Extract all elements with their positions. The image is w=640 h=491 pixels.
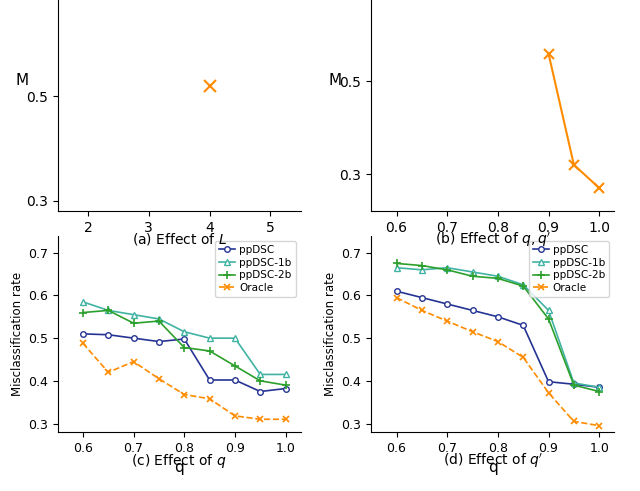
Legend: ppDSC, ppDSC-1b, ppDSC-2b, Oracle: ppDSC, ppDSC-1b, ppDSC-2b, Oracle <box>215 241 296 297</box>
Text: (a) Effect of $L$: (a) Effect of $L$ <box>132 231 227 247</box>
Y-axis label: M: M <box>15 73 28 88</box>
Y-axis label: M: M <box>329 73 342 88</box>
X-axis label: q , q': q , q' <box>474 241 512 255</box>
X-axis label: q: q <box>488 461 498 475</box>
Y-axis label: Misclassification rate: Misclassification rate <box>11 272 24 396</box>
Y-axis label: Misclassification rate: Misclassification rate <box>324 272 337 396</box>
Text: (d) Effect of $q'$: (d) Effect of $q'$ <box>443 452 543 470</box>
Legend: ppDSC, ppDSC-1b, ppDSC-2b, Oracle: ppDSC, ppDSC-1b, ppDSC-2b, Oracle <box>529 241 609 297</box>
X-axis label: q: q <box>174 461 184 475</box>
X-axis label: L: L <box>175 241 184 255</box>
Text: (b) Effect of $q, q'$: (b) Effect of $q, q'$ <box>435 231 551 249</box>
Text: (c) Effect of $q$: (c) Effect of $q$ <box>131 452 227 470</box>
